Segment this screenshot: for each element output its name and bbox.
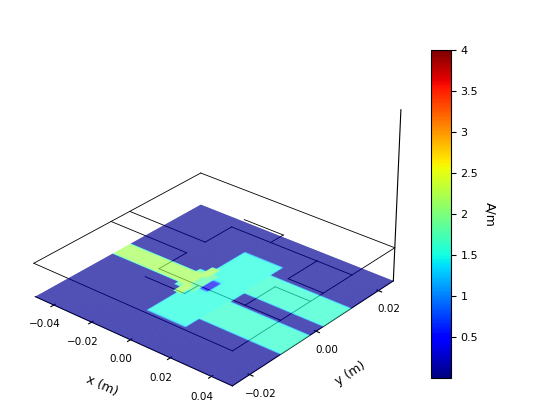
Y-axis label: A/m: A/m — [483, 202, 496, 227]
Y-axis label: y (m): y (m) — [333, 360, 367, 388]
X-axis label: x (m): x (m) — [84, 373, 119, 399]
Title: Current distribution: Current distribution — [127, 0, 293, 3]
